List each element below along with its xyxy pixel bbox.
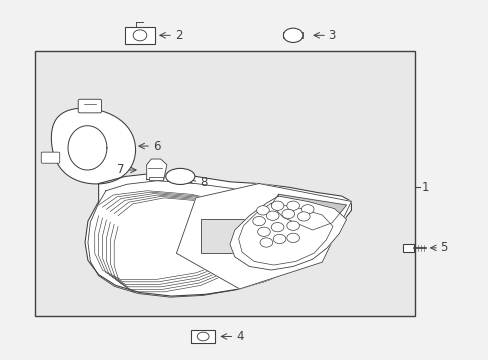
Bar [191,330,215,343]
Text: 8: 8 [200,176,207,189]
Circle shape [286,201,299,210]
Text: 6: 6 [153,140,160,153]
Text: 1: 1 [421,181,428,194]
Ellipse shape [133,30,146,41]
Text: 3: 3 [328,29,335,42]
Circle shape [197,332,209,341]
FancyBboxPatch shape [78,99,102,113]
Bar [403,244,413,252]
Polygon shape [85,173,351,296]
Polygon shape [51,108,135,184]
Text: 5: 5 [440,241,447,255]
Bar [283,32,286,39]
Circle shape [252,216,265,226]
Polygon shape [271,194,346,230]
Bar [35,51,414,316]
Polygon shape [229,196,346,270]
Circle shape [273,234,285,244]
Polygon shape [146,159,166,180]
Ellipse shape [165,168,195,184]
Text: 2: 2 [175,29,182,42]
FancyBboxPatch shape [125,27,154,44]
Bar [149,177,163,180]
FancyBboxPatch shape [41,152,60,163]
Circle shape [286,221,299,230]
Circle shape [266,211,279,220]
Polygon shape [176,184,351,289]
Circle shape [301,204,313,214]
Bar [299,32,303,39]
Circle shape [286,233,299,243]
Circle shape [257,227,270,237]
Ellipse shape [283,28,302,42]
Circle shape [271,201,284,210]
Bar [201,219,278,253]
Circle shape [271,222,284,232]
Circle shape [297,212,309,221]
Text: 4: 4 [236,330,244,343]
Circle shape [256,206,269,215]
Circle shape [282,209,294,219]
Circle shape [260,238,272,247]
Text: 7: 7 [117,163,124,176]
Polygon shape [68,126,107,170]
